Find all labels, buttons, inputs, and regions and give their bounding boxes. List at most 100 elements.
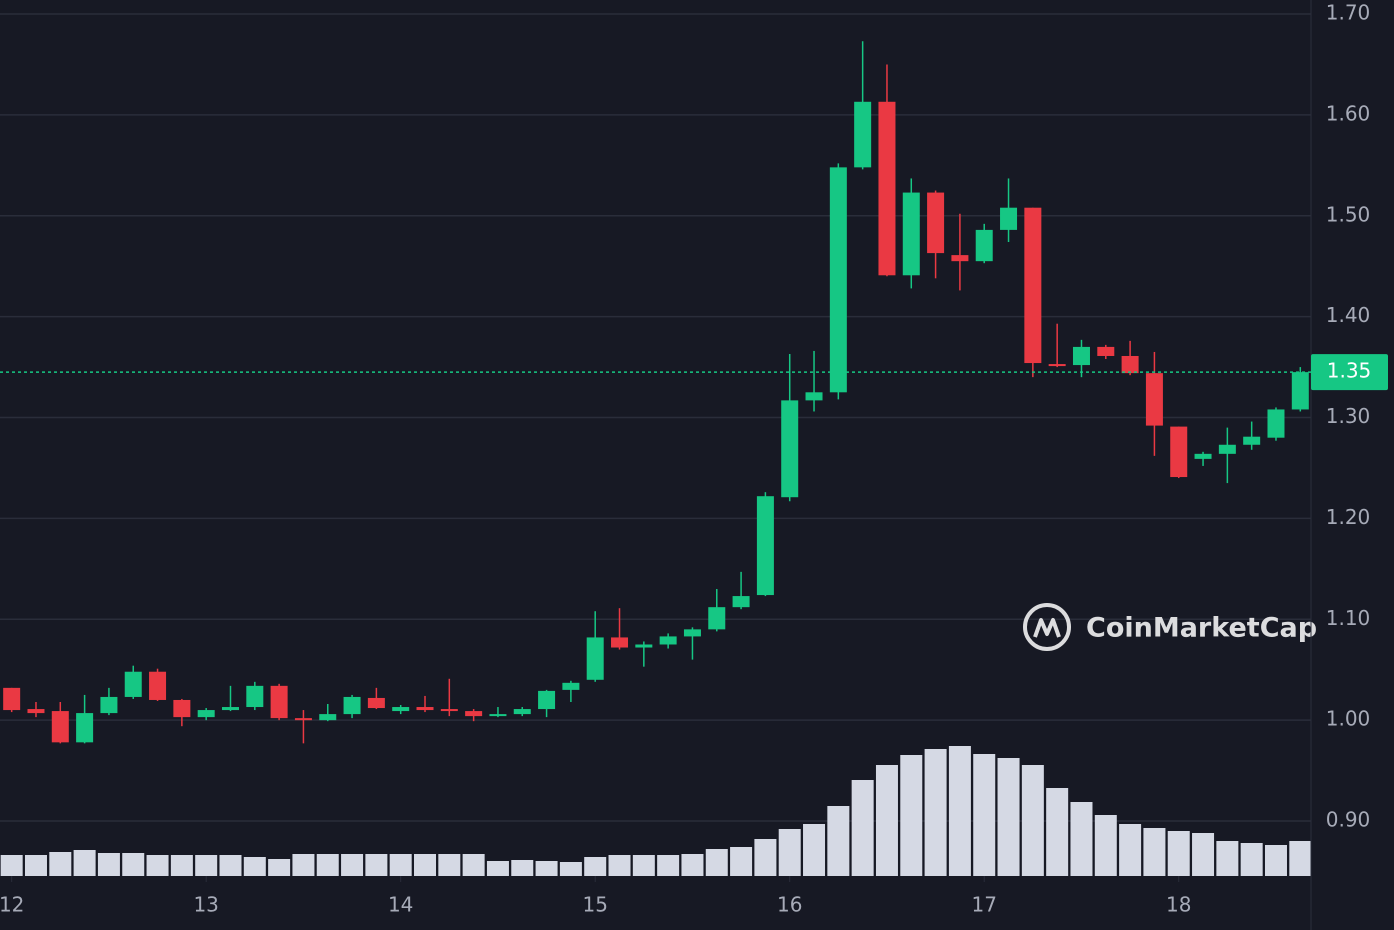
candle-body xyxy=(1194,453,1212,459)
x-tick-label: 13 xyxy=(193,893,218,917)
volume-bar xyxy=(1143,828,1166,876)
volume-bar xyxy=(341,854,364,876)
candle-body xyxy=(1170,426,1188,478)
candle-body xyxy=(659,636,677,645)
candle-body xyxy=(1267,409,1285,438)
candle-body xyxy=(51,711,69,743)
volume-bar xyxy=(511,860,534,876)
candle-body xyxy=(878,101,896,276)
candle-body xyxy=(1000,207,1018,230)
candle-body xyxy=(440,709,458,712)
volume-bar xyxy=(803,824,826,876)
volume-bar xyxy=(1240,843,1263,876)
volume-bar xyxy=(292,854,315,876)
volume-bar xyxy=(559,862,582,876)
candle-body xyxy=(294,718,312,721)
volume-bar xyxy=(584,857,607,876)
candle-body xyxy=(586,637,604,680)
volume-bar xyxy=(778,829,801,876)
candle-body xyxy=(1145,373,1163,426)
candle-body xyxy=(781,400,799,498)
volume-bar xyxy=(486,861,509,876)
volume-bar xyxy=(535,861,558,876)
volume-bar xyxy=(1289,841,1312,876)
candle-body xyxy=(975,229,993,262)
candle-body xyxy=(611,637,629,648)
y-tick-label: 1.40 xyxy=(1326,303,1371,327)
candle-body xyxy=(319,714,337,721)
x-tick-label: 18 xyxy=(1166,893,1191,917)
grid xyxy=(0,13,1311,822)
x-tick-label: 15 xyxy=(582,893,607,917)
volume-bar xyxy=(73,850,96,876)
volume-bar xyxy=(0,855,23,876)
volume-bar xyxy=(316,854,339,876)
y-tick-label: 1.10 xyxy=(1326,606,1371,630)
y-tick-label: 1.70 xyxy=(1326,1,1371,25)
volume-bar xyxy=(1167,831,1190,876)
candle-body xyxy=(1291,372,1309,410)
volume-bar xyxy=(1070,802,1093,876)
candle-body xyxy=(100,696,118,714)
candle-body xyxy=(1072,346,1090,366)
y-tick-label: 0.90 xyxy=(1326,808,1371,832)
candle-body xyxy=(27,709,45,714)
candle-body xyxy=(489,714,507,717)
volume-bar xyxy=(243,857,266,876)
watermark-text: CoinMarketCap xyxy=(1086,613,1317,644)
candle-body xyxy=(683,629,701,637)
volume-bar xyxy=(1216,841,1239,876)
volume-bar xyxy=(705,849,728,876)
volume-bar xyxy=(632,855,655,876)
y-tick-label: 1.20 xyxy=(1326,505,1371,529)
logo-ring xyxy=(1023,603,1071,651)
y-tick-label: 1.00 xyxy=(1326,707,1371,731)
volume-bar xyxy=(414,854,437,876)
volume-bar xyxy=(754,839,777,876)
candle-body xyxy=(173,699,191,718)
candle-body xyxy=(635,644,653,648)
volume-bar xyxy=(924,749,947,876)
candles xyxy=(3,41,1309,744)
candle-body xyxy=(343,696,361,715)
volume-bar xyxy=(365,854,388,876)
volume-bar xyxy=(681,854,704,876)
volume-bar xyxy=(1094,815,1117,876)
candle-body xyxy=(1218,444,1236,454)
candle-body xyxy=(538,690,556,710)
candle-body xyxy=(124,671,142,697)
volume-bar xyxy=(438,854,461,876)
x-tick-label: 14 xyxy=(388,893,413,917)
y-tick-label: 1.50 xyxy=(1326,202,1371,226)
volume-bar xyxy=(657,855,680,876)
candle-body xyxy=(1097,346,1115,356)
volume-bar xyxy=(1192,833,1215,876)
y-tick-label: 1.60 xyxy=(1326,101,1371,125)
candle-body xyxy=(1121,355,1139,374)
volume-bar xyxy=(146,855,169,876)
candle-body xyxy=(829,167,847,393)
volume-bar xyxy=(973,754,996,876)
volume-bar xyxy=(1046,788,1069,876)
volume-bars xyxy=(0,746,1312,876)
candle-body xyxy=(221,707,239,711)
candle-body xyxy=(708,607,726,630)
volume-bar xyxy=(851,780,874,876)
volume-bar xyxy=(389,854,412,876)
volume-bar xyxy=(875,765,898,876)
candle-body xyxy=(513,709,531,715)
candle-body xyxy=(1243,436,1261,445)
volume-bar xyxy=(24,855,47,876)
current-price-box xyxy=(1311,354,1388,391)
candle-body xyxy=(197,710,215,718)
volume-bar xyxy=(170,855,193,876)
volume-bar xyxy=(49,852,72,876)
candle-body xyxy=(854,101,872,168)
volume-bar xyxy=(1264,845,1287,876)
candle-body xyxy=(927,192,945,254)
volume-bar xyxy=(122,853,145,876)
candle-body xyxy=(902,192,920,276)
volume-bar xyxy=(462,854,485,876)
volume-bar xyxy=(900,755,923,876)
